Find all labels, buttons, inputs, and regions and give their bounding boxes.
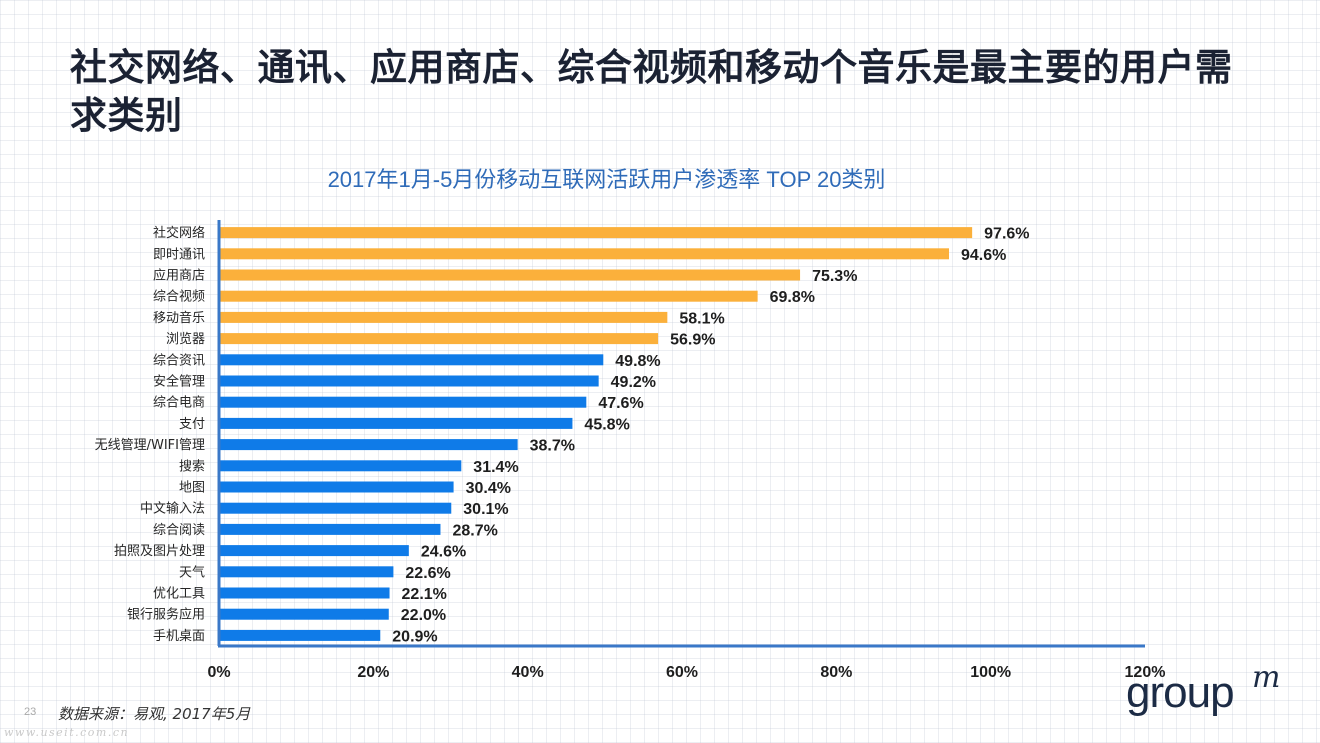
bar [219,227,973,239]
category-label: 即时通讯 [153,247,205,262]
bar [219,629,381,641]
data-label: 22.6% [405,565,450,582]
category-label: 应用商店 [153,268,205,284]
data-label: 22.1% [402,586,447,603]
data-label: 24.6% [421,544,466,561]
bar [219,587,390,599]
groupm-logo: group m [1126,660,1316,730]
category-label: 中文输入法 [140,501,205,517]
category-label: 安全管理 [153,374,205,390]
bar [219,269,801,281]
bar [219,608,389,620]
x-tick-label: 100% [970,664,1011,681]
bar [219,545,409,557]
x-tick-label: 120% [1125,664,1166,681]
source-note: 数据来源：易观, 2017年5月 [58,705,251,723]
data-label: 22.0% [401,607,446,624]
data-label: 69.8% [770,289,815,306]
data-label: 45.8% [584,416,629,433]
category-label: 移动音乐 [153,310,205,326]
category-label: 综合视频 [153,290,205,305]
data-label: 97.6% [984,226,1029,243]
bar [219,439,518,451]
data-label: 30.4% [466,480,511,497]
x-tick-label: 60% [666,664,698,681]
bar [219,248,949,260]
category-label: 支付 [179,417,205,432]
data-label: 56.9% [670,332,715,349]
category-label: 搜索 [179,459,205,474]
data-label: 28.7% [452,522,497,539]
category-label: 社交网络 [153,225,205,241]
category-label: 天气 [179,564,205,580]
data-label: 38.7% [530,438,575,455]
category-label: 综合资讯 [153,353,205,368]
page-number: 23 [24,706,37,718]
logo-mark: m [1252,660,1281,695]
category-label: 浏览器 [166,331,205,347]
bar [219,396,587,408]
bar [219,375,599,387]
data-label: 20.9% [392,628,437,645]
bar [219,354,604,366]
bar [219,481,454,493]
data-label: 31.4% [473,459,518,476]
data-label: 94.6% [961,247,1006,264]
bar [219,502,452,514]
bar [219,290,758,302]
x-tick-label: 0% [207,664,230,681]
bar [219,566,394,578]
bar [219,417,573,429]
data-label: 58.1% [679,310,724,327]
data-label: 30.1% [463,501,508,518]
page-title: 社交网络、通讯、应用商店、综合视频和移动个音乐是最主要的用户需求类别 [70,46,1233,137]
category-label: 拍照及图片处理 [114,544,205,559]
category-label: 无线管理/WIFI管理 [95,438,205,453]
bar [219,311,668,323]
category-label: 银行服务应用 [127,607,205,623]
data-label: 49.8% [615,353,660,370]
chart-title: 2017年1月-5月份移动互联网活跃用户渗透率 TOP 20类别 [327,167,886,192]
category-label: 综合阅读 [153,523,205,538]
x-tick-label: 40% [512,664,544,681]
category-label: 地图 [179,481,205,496]
x-tick-label: 20% [357,664,389,681]
watermark: www.useit.com.cn [4,726,130,739]
category-label: 手机桌面 [153,629,205,644]
x-tick-label: 80% [820,664,852,681]
data-label: 49.2% [611,374,656,391]
logo-word: group [1126,668,1235,717]
bar [219,333,659,345]
bar [219,460,462,472]
data-label: 75.3% [812,268,857,285]
data-label: 47.6% [598,395,643,412]
category-label: 优化工具 [153,587,205,602]
category-label: 综合电商 [153,396,205,411]
bar [219,523,441,535]
